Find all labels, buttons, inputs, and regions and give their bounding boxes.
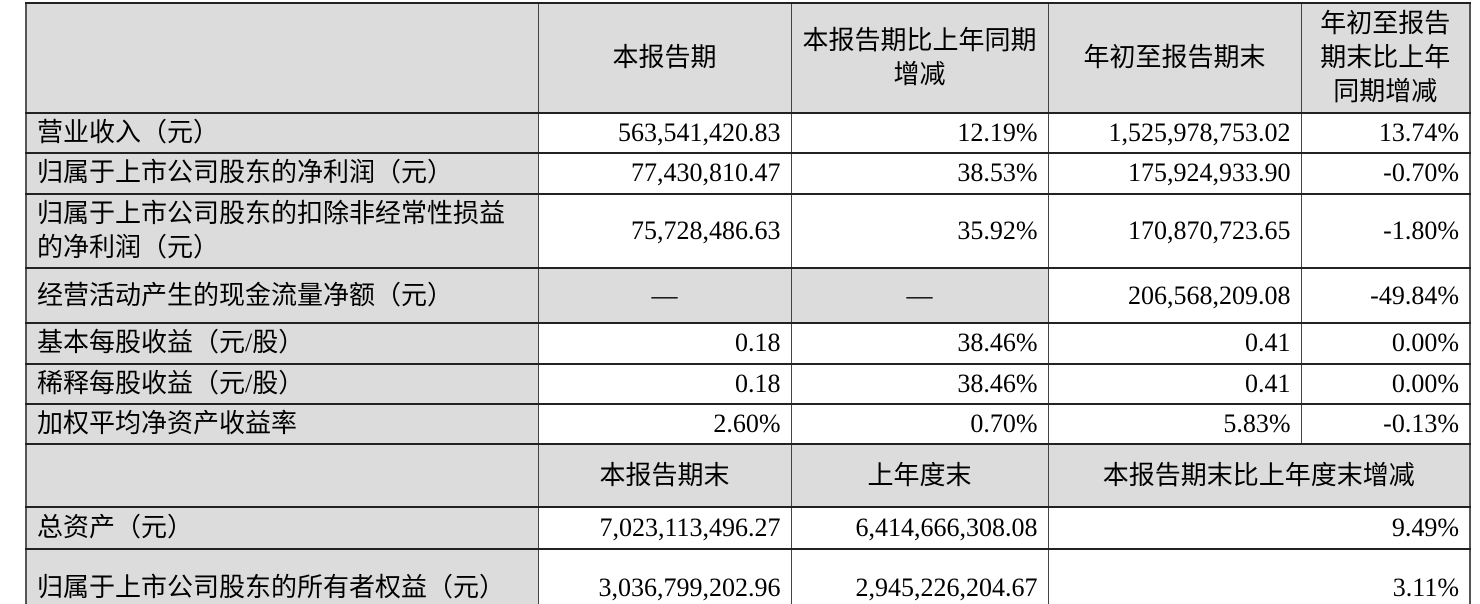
value-cell: 35.92% [790,192,1049,270]
value-cell: 0.41 [1047,362,1302,405]
value-cell: 1,525,978,753.02 [1047,111,1302,155]
table-row-weighted-avg-roe: 加权平均净资产收益率 2.60% 0.70% 5.83% -0.13% [25,402,1471,446]
row-label-cell: 基本每股收益（元/股） [25,322,539,365]
value-cell: 563,541,420.83 [537,111,792,155]
table-row-equity-attributable-to-shareholders: 归属于上市公司股东的所有者权益（元） 3,036,799,202.96 2,94… [25,548,1471,604]
value-cell-merged: 9.49% [1047,506,1471,551]
value-cell: 2.60% [537,402,792,446]
value-cell: 38.46% [790,322,1049,365]
table-row-total-assets: 总资产（元） 7,023,113,496.27 6,414,666,308.08… [25,506,1471,551]
value-cell: 12.19% [790,111,1049,155]
value-cell: 5.83% [1047,402,1302,446]
financial-summary-table: 本报告期 本报告期比上年同期增减 年初至报告期末 年初至报告期末比上年同期增减 … [25,2,1471,604]
value-cell: 13.74% [1300,111,1471,155]
value-cell: 0.70% [790,402,1049,446]
value-cell: 0.00% [1300,322,1471,365]
table-row-diluted-eps: 稀释每股收益（元/股） 0.18 38.46% 0.41 0.00% [25,362,1471,405]
value-cell-dash: — [537,267,792,325]
row-label-cell: 归属于上市公司股东的净利润（元） [25,152,539,195]
value-cell: 38.53% [790,152,1049,195]
column-header-yoy-change: 本报告期比上年同期增减 [790,2,1049,114]
table-row-operating-revenue: 营业收入（元） 563,541,420.83 12.19% 1,525,978,… [25,111,1471,155]
value-cell-dash: — [790,267,1049,325]
value-cell: -1.80% [1300,192,1471,270]
value-cell: 0.00% [1300,362,1471,405]
value-cell: 2,945,226,204.67 [790,548,1049,604]
row-label-cell: 经营活动产生的现金流量净额（元） [25,267,539,325]
value-cell-merged: 3.11% [1047,548,1471,604]
row-label-cell: 总资产（元） [25,506,539,551]
value-cell: 6,414,666,308.08 [790,506,1049,551]
value-cell: 175,924,933.90 [1047,152,1302,195]
value-cell: -0.70% [1300,152,1471,195]
table-row-operating-cash-flow: 经营活动产生的现金流量净额（元） — — 206,568,209.08 -49.… [25,267,1471,325]
row-label-cell: 归属于上市公司股东的所有者权益（元） [25,548,539,604]
value-cell: 206,568,209.08 [1047,267,1302,325]
value-cell: 75,728,486.63 [537,192,792,270]
section1-header-row: 本报告期 本报告期比上年同期增减 年初至报告期末 年初至报告期末比上年同期增减 [25,2,1471,114]
section2-header-row: 本报告期末 上年度末 本报告期末比上年度末增减 [25,443,1471,509]
row-label-cell: 归属于上市公司股东的扣除非经常性损益的净利润（元） [25,192,539,270]
column-header-ytd-yoy-change: 年初至报告期末比上年同期增减 [1300,2,1471,114]
table-row-basic-eps: 基本每股收益（元/股） 0.18 38.46% 0.41 0.00% [25,322,1471,365]
value-cell: 0.18 [537,362,792,405]
row-label-cell: 稀释每股收益（元/股） [25,362,539,405]
column-header-end-of-period: 本报告期末 [537,443,792,509]
value-cell: 170,870,723.65 [1047,192,1302,270]
value-cell: -49.84% [1300,267,1471,325]
value-cell: 7,023,113,496.27 [537,506,792,551]
value-cell: 3,036,799,202.96 [537,548,792,604]
corner-header-cell [25,443,539,509]
table-row-net-profit: 归属于上市公司股东的净利润（元） 77,430,810.47 38.53% 17… [25,152,1471,195]
value-cell: 0.18 [537,322,792,365]
value-cell: -0.13% [1300,402,1471,446]
column-header-current-period: 本报告期 [537,2,792,114]
value-cell: 0.41 [1047,322,1302,365]
column-header-ytd: 年初至报告期末 [1047,2,1302,114]
row-label-cell: 营业收入（元） [25,111,539,155]
table-row-net-profit-excl-nonrecurring: 归属于上市公司股东的扣除非经常性损益的净利润（元） 75,728,486.63 … [25,192,1471,270]
row-label-cell: 加权平均净资产收益率 [25,402,539,446]
value-cell: 38.46% [790,362,1049,405]
value-cell: 77,430,810.47 [537,152,792,195]
column-header-change-vs-prior-year-end: 本报告期末比上年度末增减 [1047,443,1471,509]
column-header-end-of-prior-year: 上年度末 [790,443,1049,509]
corner-header-cell [25,2,539,114]
